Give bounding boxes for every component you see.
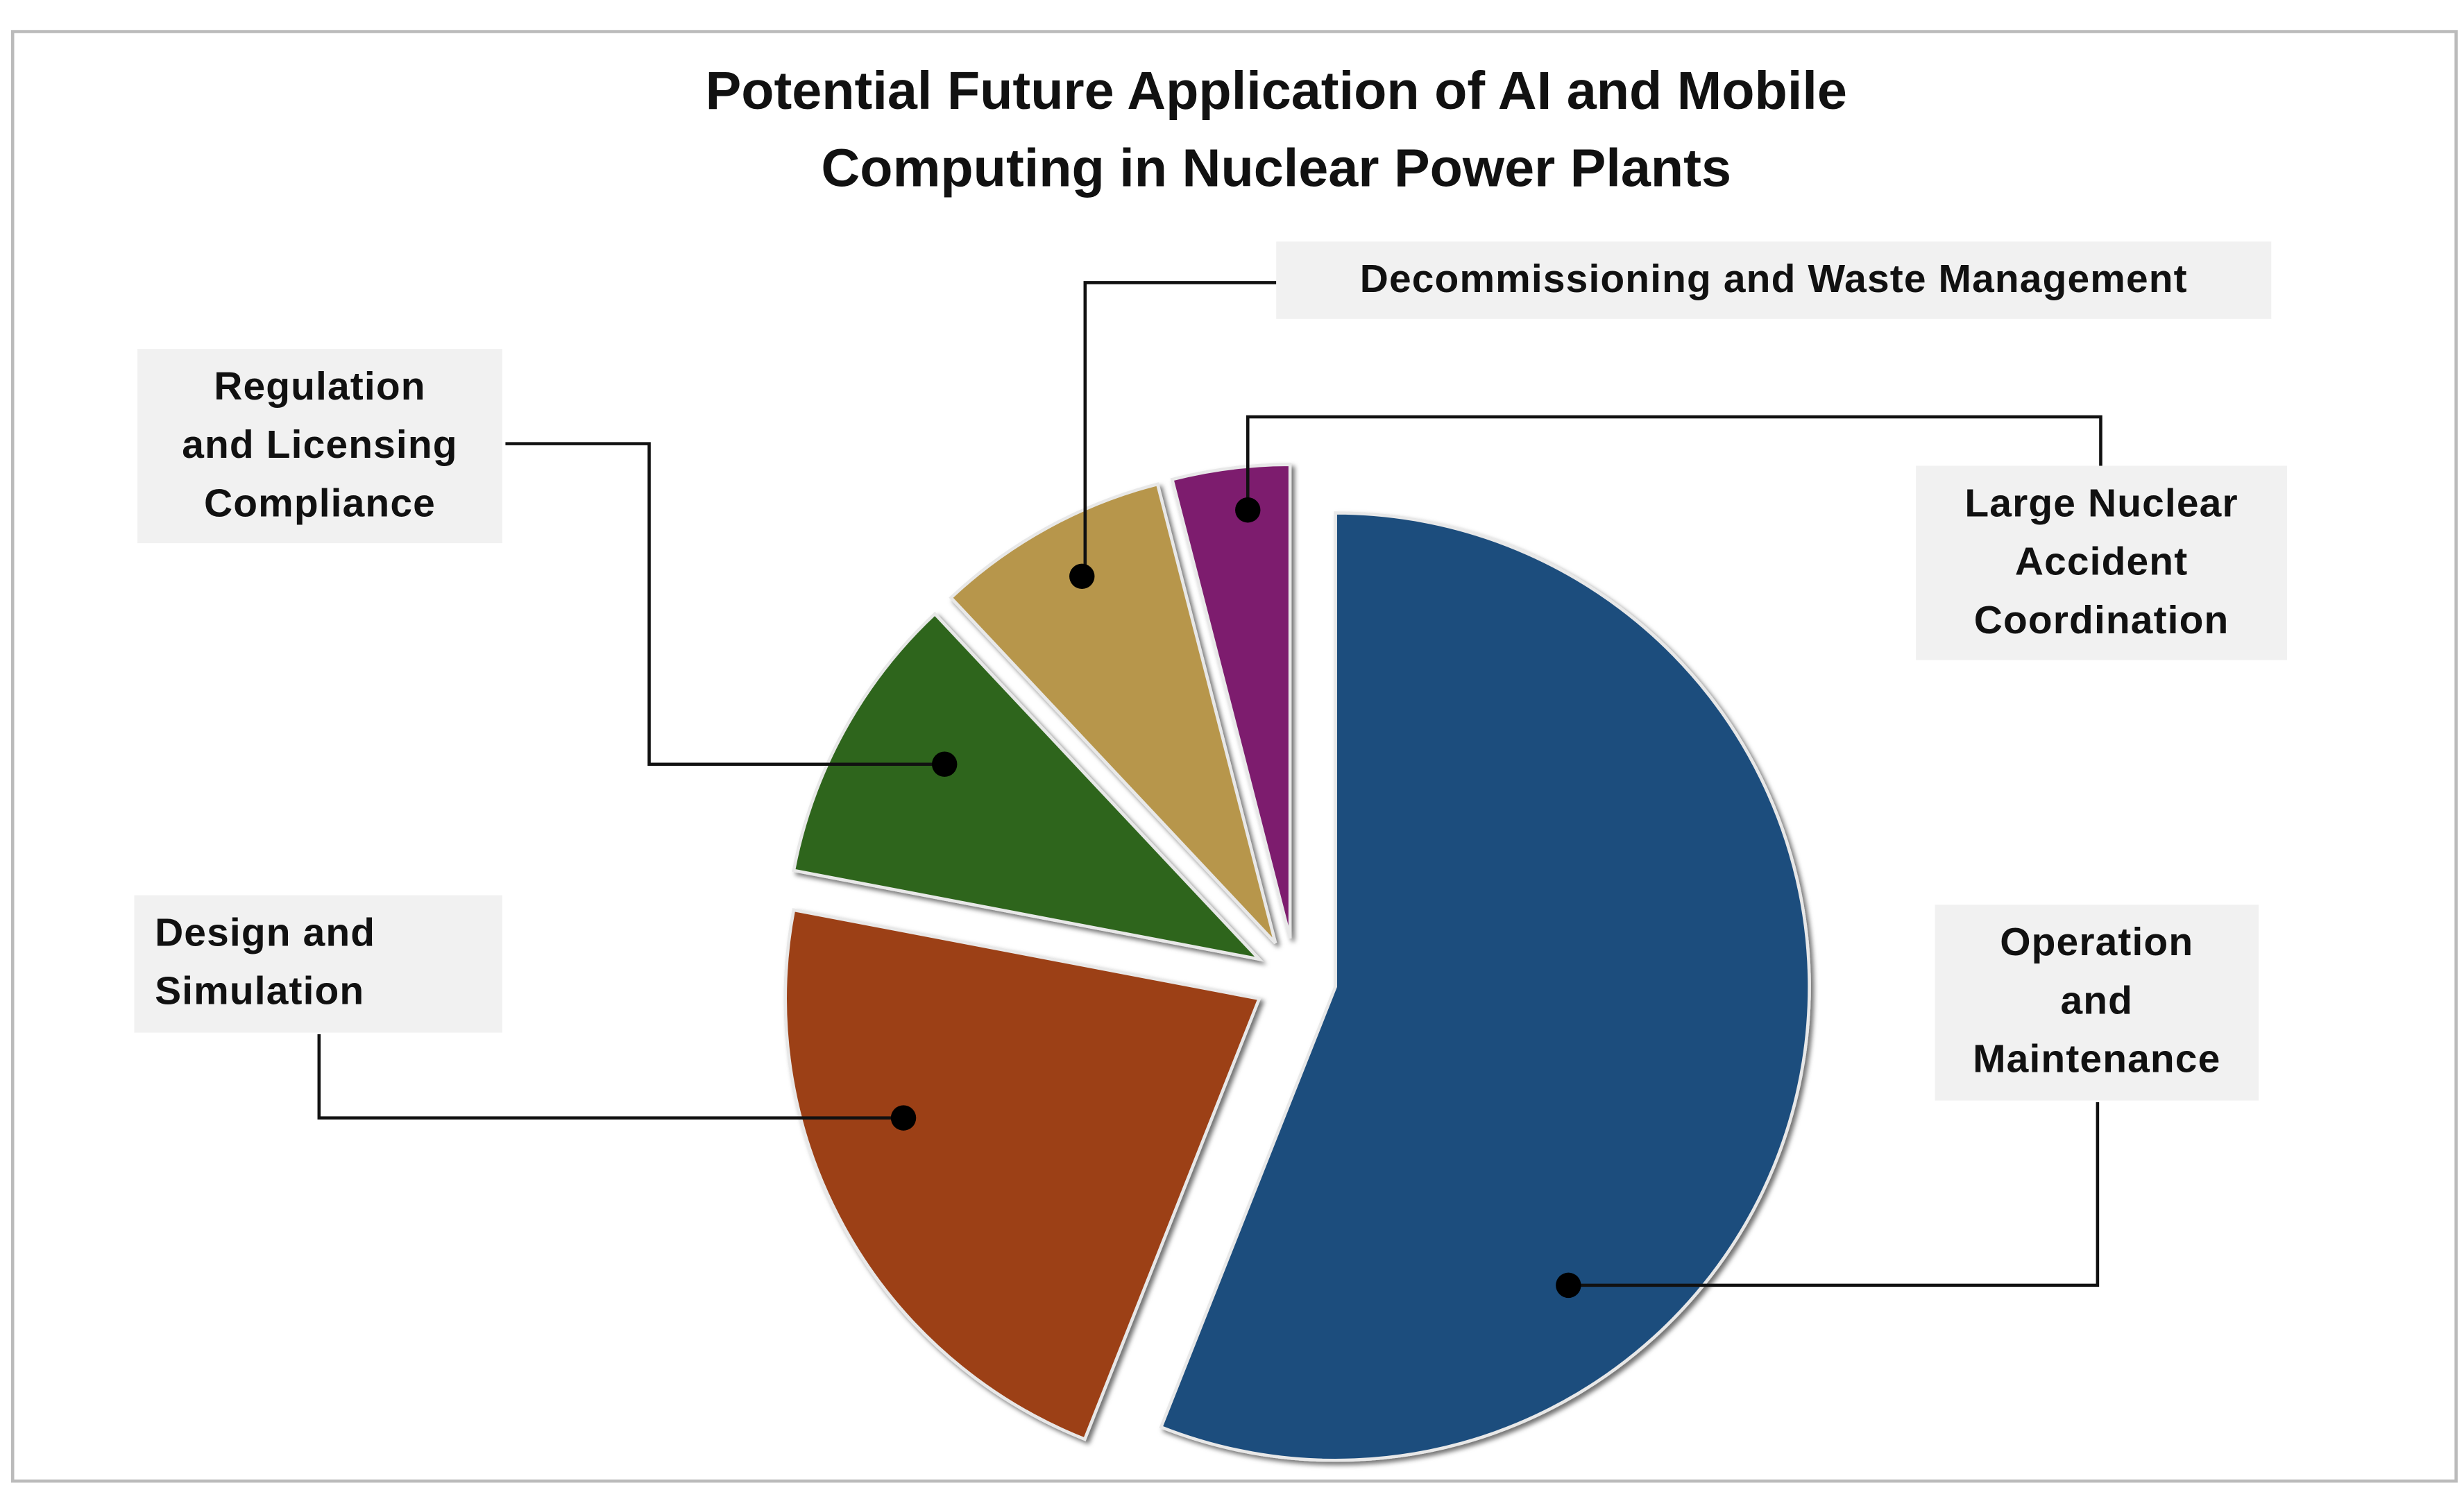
leader-dot xyxy=(1069,563,1095,590)
leader-line xyxy=(317,1034,904,1120)
leader-dot xyxy=(932,751,958,777)
slice-label: Design and Simulation xyxy=(134,895,502,1033)
pie-slice xyxy=(949,482,1277,944)
slices xyxy=(783,463,1811,1462)
leader-dots xyxy=(890,497,1581,1299)
slice-label: Operation and Maintenance xyxy=(1935,905,2259,1101)
leader-dot xyxy=(1235,497,1261,523)
slice-label: Decommissioning and Waste Management xyxy=(1276,241,2272,319)
leader-line xyxy=(1246,415,2102,511)
leaders xyxy=(317,281,2102,1287)
leader-line xyxy=(505,442,945,766)
leader-dot xyxy=(890,1105,917,1131)
leader-line xyxy=(1083,281,1277,576)
pie-slice xyxy=(792,611,1264,962)
chart-title: Potential Future Application of AI and M… xyxy=(705,61,1847,199)
pie-slice xyxy=(1170,463,1292,939)
slice-label: Large Nuclear Accident Coordination xyxy=(1916,465,2288,660)
leader-dot xyxy=(1556,1272,1581,1299)
leader-line xyxy=(1568,1102,2100,1287)
pie-slice xyxy=(783,908,1261,1441)
slice-label: Regulation and Licensing Compliance xyxy=(137,349,502,544)
pie-slice xyxy=(1159,511,1811,1462)
